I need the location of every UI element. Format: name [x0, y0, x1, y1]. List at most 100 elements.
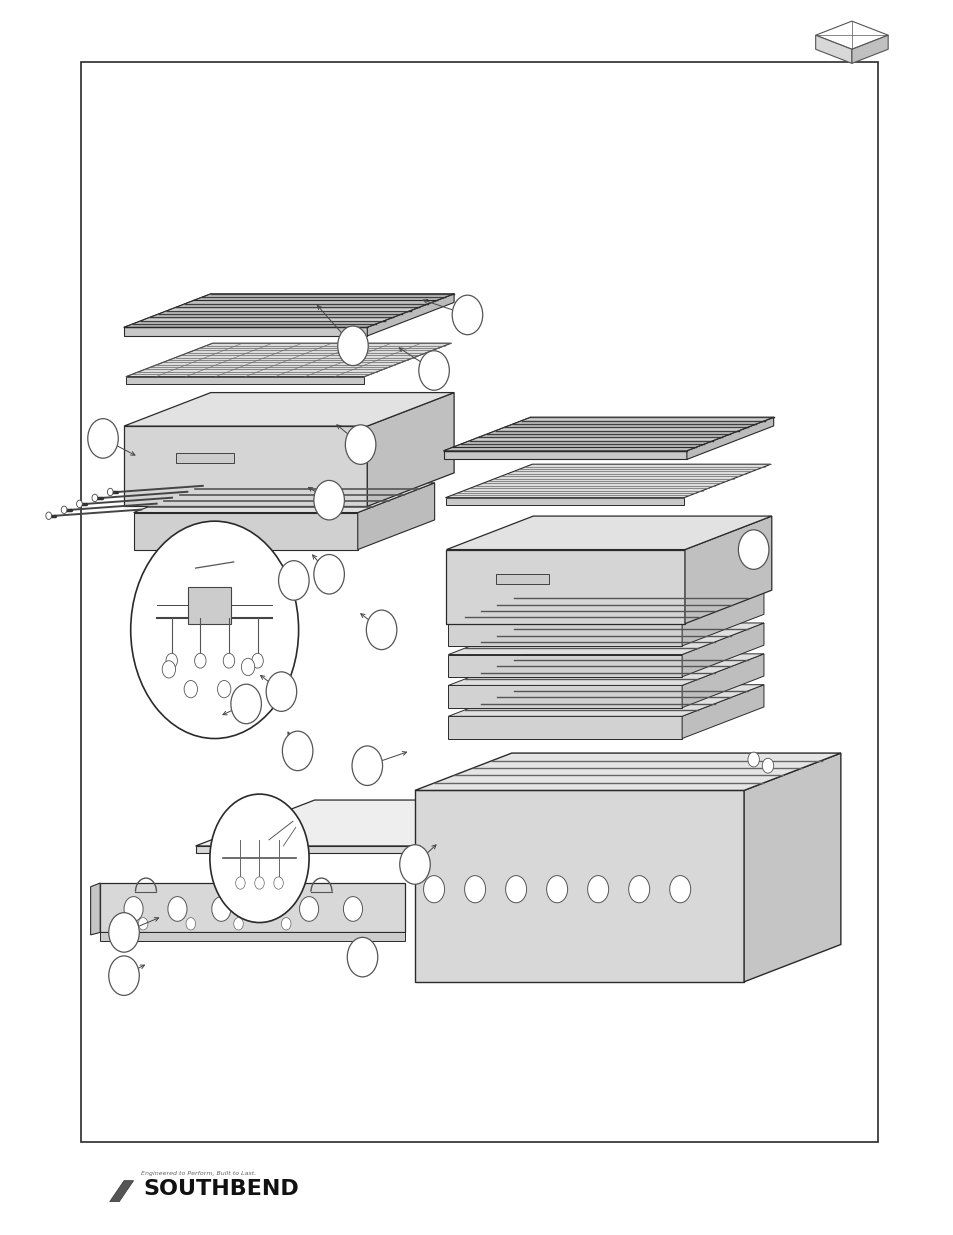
Circle shape: [138, 918, 148, 930]
Polygon shape: [445, 464, 770, 498]
Circle shape: [233, 918, 243, 930]
Circle shape: [747, 752, 759, 767]
Circle shape: [587, 876, 608, 903]
Polygon shape: [448, 685, 681, 708]
Polygon shape: [446, 550, 684, 624]
Polygon shape: [448, 592, 763, 624]
Circle shape: [108, 488, 113, 495]
Polygon shape: [124, 294, 454, 327]
Polygon shape: [367, 294, 454, 336]
Polygon shape: [124, 327, 367, 336]
Polygon shape: [743, 753, 840, 982]
Circle shape: [669, 876, 690, 903]
Circle shape: [212, 897, 231, 921]
Bar: [81, 62, 877, 1142]
Circle shape: [184, 680, 197, 698]
Circle shape: [223, 653, 234, 668]
Circle shape: [255, 897, 274, 921]
Polygon shape: [126, 377, 364, 384]
Bar: [496, 574, 548, 584]
Circle shape: [194, 653, 206, 668]
Polygon shape: [124, 426, 367, 506]
Circle shape: [345, 425, 375, 464]
Polygon shape: [686, 417, 773, 459]
Circle shape: [109, 913, 139, 952]
Polygon shape: [415, 753, 840, 790]
Circle shape: [366, 610, 396, 650]
Polygon shape: [815, 36, 851, 63]
Polygon shape: [195, 800, 672, 846]
Circle shape: [166, 653, 177, 668]
Polygon shape: [815, 21, 887, 49]
Circle shape: [546, 876, 567, 903]
Polygon shape: [448, 716, 681, 739]
Bar: [188, 587, 231, 624]
Polygon shape: [851, 36, 887, 63]
Circle shape: [109, 956, 139, 995]
Polygon shape: [445, 498, 683, 505]
Circle shape: [738, 530, 768, 569]
Polygon shape: [448, 653, 763, 685]
Circle shape: [210, 794, 309, 923]
Circle shape: [235, 877, 245, 889]
Circle shape: [254, 877, 264, 889]
Circle shape: [61, 506, 67, 514]
Circle shape: [186, 918, 195, 930]
Circle shape: [76, 500, 82, 508]
Polygon shape: [448, 684, 763, 716]
Polygon shape: [195, 846, 553, 853]
Circle shape: [299, 897, 318, 921]
Polygon shape: [100, 883, 405, 932]
Polygon shape: [91, 883, 100, 935]
Polygon shape: [446, 516, 771, 550]
Circle shape: [314, 480, 344, 520]
Circle shape: [217, 680, 231, 698]
Polygon shape: [448, 622, 763, 655]
Circle shape: [131, 521, 298, 739]
Circle shape: [274, 877, 283, 889]
Circle shape: [505, 876, 526, 903]
Circle shape: [352, 746, 382, 785]
Polygon shape: [443, 451, 686, 459]
Circle shape: [418, 351, 449, 390]
Circle shape: [252, 653, 263, 668]
Circle shape: [347, 937, 377, 977]
Circle shape: [314, 555, 344, 594]
Circle shape: [452, 295, 482, 335]
Polygon shape: [133, 483, 435, 513]
Polygon shape: [126, 343, 451, 377]
Polygon shape: [681, 684, 763, 739]
Polygon shape: [110, 1181, 133, 1202]
Circle shape: [423, 876, 444, 903]
Polygon shape: [367, 393, 454, 506]
Polygon shape: [443, 417, 773, 451]
Circle shape: [343, 897, 362, 921]
Circle shape: [88, 419, 118, 458]
Polygon shape: [133, 513, 357, 550]
Polygon shape: [124, 393, 454, 426]
Polygon shape: [448, 624, 681, 646]
Circle shape: [761, 758, 773, 773]
Circle shape: [46, 513, 51, 520]
Circle shape: [91, 494, 97, 501]
Polygon shape: [681, 653, 763, 708]
Polygon shape: [681, 622, 763, 677]
Circle shape: [231, 684, 261, 724]
Circle shape: [124, 897, 143, 921]
Circle shape: [464, 876, 485, 903]
Polygon shape: [681, 592, 763, 646]
Circle shape: [162, 661, 175, 678]
Circle shape: [628, 876, 649, 903]
Polygon shape: [357, 483, 435, 550]
Circle shape: [266, 672, 296, 711]
Circle shape: [168, 897, 187, 921]
Polygon shape: [100, 932, 405, 941]
Circle shape: [282, 731, 313, 771]
Bar: [176, 453, 233, 463]
Circle shape: [281, 918, 291, 930]
Polygon shape: [415, 790, 743, 982]
Circle shape: [399, 845, 430, 884]
Circle shape: [241, 658, 254, 676]
Polygon shape: [684, 516, 771, 624]
Circle shape: [278, 561, 309, 600]
